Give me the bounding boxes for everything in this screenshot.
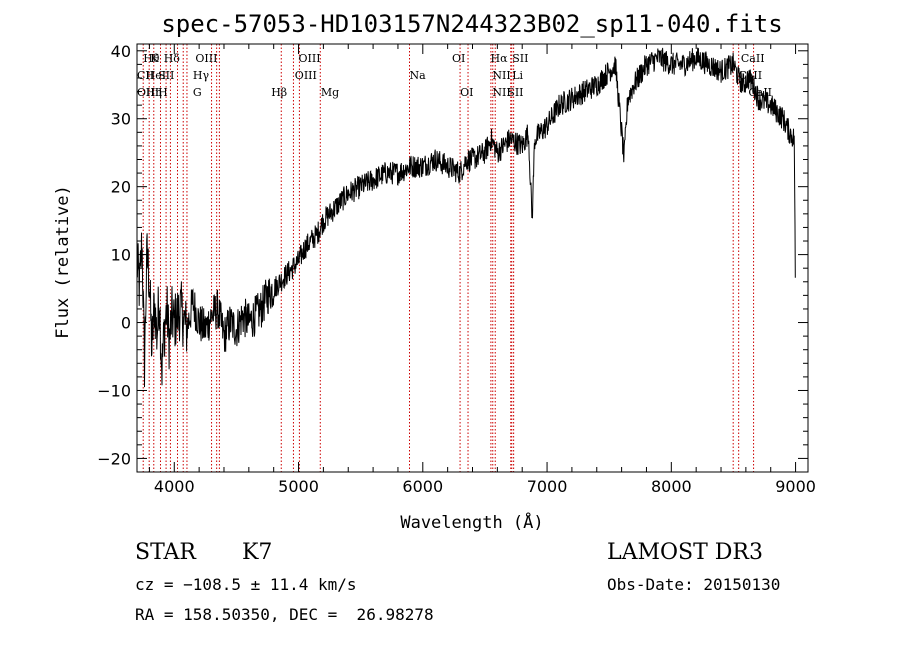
line-label: OIII (195, 52, 217, 65)
line-label: Hη (146, 86, 162, 99)
y-axis-label: Flux (relative) (53, 185, 73, 339)
object-subclass: K7 (242, 540, 273, 565)
chart-title: spec-57053-HD103157N244323B02_sp11-040.f… (161, 10, 782, 38)
line-label: CII (137, 69, 154, 82)
y-tick-label: 40 (111, 42, 131, 61)
line-label: OI (452, 52, 465, 65)
line-label: SII (512, 52, 528, 65)
line-label: OIII (299, 52, 321, 65)
line-label: Hγ (193, 69, 210, 82)
x-axis-ticks: 4000 5000 6000 7000 8000 9000 (148, 44, 816, 496)
line-label: Hβ (271, 86, 287, 99)
y-tick-label: 30 (111, 110, 131, 129)
x-axis-label: Wavelength (Å) (400, 511, 543, 533)
x-tick-label: 7000 (527, 477, 568, 496)
y-tick-label: 10 (111, 246, 131, 265)
line-label: Hθ (143, 52, 160, 65)
line-label: HeI (146, 69, 166, 82)
spectrum-series (136, 47, 796, 388)
coordinates: RA = 158.50350, DEC = 26.98278 (135, 605, 434, 624)
spectrum-line (136, 47, 796, 388)
plot-frame (136, 43, 809, 473)
line-label: OI (460, 86, 473, 99)
y-tick-label: −10 (97, 381, 131, 400)
line-label: Na (410, 69, 427, 82)
line-label: NII (492, 69, 510, 82)
survey-name: LAMOST DR3 (607, 540, 763, 565)
y-axis-ticks: −20 −10 0 10 20 30 40 (97, 42, 808, 468)
line-label: OIII (295, 69, 317, 82)
line-label: H (158, 86, 168, 99)
line-label: SII (507, 86, 523, 99)
line-label: CaII (741, 52, 765, 65)
x-tick-label: 9000 (775, 477, 816, 496)
line-markers (142, 44, 755, 472)
x-tick-label: 4000 (154, 477, 195, 496)
x-tick-label: 8000 (651, 477, 692, 496)
y-tick-label: 0 (121, 314, 131, 333)
line-label: Hδ (164, 52, 181, 65)
line-label: SII (158, 69, 174, 82)
object-class: STAR (135, 540, 196, 565)
line-label: NII (492, 86, 510, 99)
line-label: Hα (491, 52, 509, 65)
line-label: Mg (321, 86, 339, 99)
x-tick-label: 6000 (402, 477, 443, 496)
line-label: Li (512, 69, 523, 82)
line-label: G (193, 86, 202, 99)
y-tick-label: −20 (97, 449, 131, 468)
redshift-cz: cz = −108.5 ± 11.4 km/s (135, 575, 357, 594)
x-tick-label: 5000 (278, 477, 319, 496)
line-label: OIII (137, 86, 159, 99)
line-label: K (150, 52, 159, 65)
observation-date: Obs-Date: 20150130 (607, 575, 781, 594)
y-tick-label: 20 (111, 178, 131, 197)
